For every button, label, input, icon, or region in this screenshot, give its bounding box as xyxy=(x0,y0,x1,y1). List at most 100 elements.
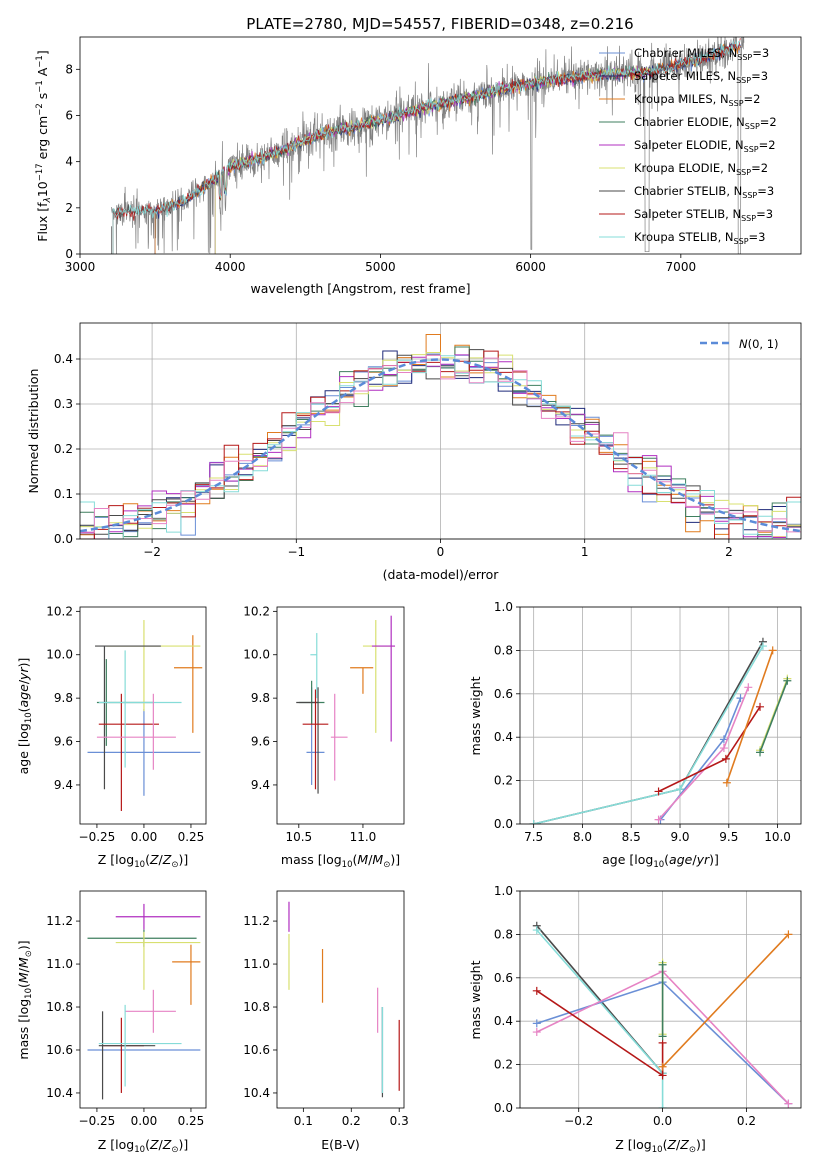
y-tick-label: 10.6 xyxy=(46,1043,73,1057)
marker-plus xyxy=(532,986,541,995)
errorbar-kroupa-stelib xyxy=(98,1004,182,1087)
axes-weight_vs_Z: −0.2 0.0 0.2 0.0 0.2 0.4 0.6 0.8 1.0 Z [log10(Z/Z… xyxy=(468,884,802,1155)
x-tick-label: 0.1 xyxy=(294,1114,313,1128)
errorbar-salpeter-stelib xyxy=(102,1017,144,1093)
model-salpeter-stelib xyxy=(112,38,741,254)
y-tick-label: 1.0 xyxy=(494,600,513,614)
marker-plus xyxy=(658,960,667,969)
legend-item: Chabrier STELIB, NSSP=3 xyxy=(599,184,774,200)
legend-item: Chabrier ELODIE, NSSP=2 xyxy=(599,115,777,131)
errorbar-salpeter-stelib xyxy=(302,689,329,790)
weight-line-kroupa-miles xyxy=(722,646,777,787)
model-kroupa-elodie xyxy=(214,65,651,254)
model-salpeter-elodie xyxy=(214,65,651,254)
x-tick-label: 7.5 xyxy=(524,830,543,844)
errorbar-kroupa-elodie xyxy=(362,620,396,733)
marker-plus xyxy=(719,744,728,753)
legend-label: Kroupa ELODIE, NSSP=2 xyxy=(634,161,768,177)
y-tick-label: 0.8 xyxy=(494,927,513,941)
x-axis-label: Z [log10(Z/Z⊙)] xyxy=(98,1137,188,1155)
axes-age_vs_Z: −0.25 0.00 0.25 9.4 9.6 9.8 10.0 10.2 Z [log10(Z… xyxy=(16,604,207,870)
plot-area xyxy=(288,901,400,1098)
weight-line-kroupa-miles xyxy=(658,930,793,1071)
y-tick-label: 0.4 xyxy=(494,1014,513,1028)
x-tick-label: −0.25 xyxy=(79,830,116,844)
x-axis-label: Z [log10(Z/Z⊙)] xyxy=(615,1137,705,1155)
x-tick-label: −2 xyxy=(143,545,161,559)
y-tick-label: 9.8 xyxy=(54,691,73,705)
x-tick-label: 0.25 xyxy=(178,1114,205,1128)
line xyxy=(759,680,789,753)
line xyxy=(726,650,774,784)
x-tick-label: 3000 xyxy=(65,260,96,274)
legend-label: Salpeter STELIB, NSSP=3 xyxy=(634,207,773,223)
x-tick-label: 0.0 xyxy=(653,1114,672,1128)
weight-line-kroupa-elodie-pink xyxy=(654,683,753,824)
axes-residuals: −2 −1 0 1 2 0.0 0.1 0.2 0.3 0.4 N(0, 1) (data-model… xyxy=(26,322,802,582)
y-tick-label: 10.2 xyxy=(243,604,270,618)
hist-kroupa-elodie-pink xyxy=(80,354,801,534)
x-tick-label: 5000 xyxy=(365,260,396,274)
x-tick-label: 8.5 xyxy=(622,830,641,844)
legend-item: Kroupa STELIB, NSSP=3 xyxy=(599,230,765,246)
y-tick-label: 0.8 xyxy=(494,643,513,657)
errorbar-kroupa-miles xyxy=(350,667,374,694)
axes-frame xyxy=(276,606,405,825)
x-tick-label: −0.2 xyxy=(564,1114,593,1128)
legend-label: Salpeter MILES, NSSP=3 xyxy=(634,69,768,85)
weight-line-chabrier-miles xyxy=(656,694,745,824)
weight-line-chabrier-elodie xyxy=(658,960,667,1041)
figure-title: PLATE=2780, MJD=54557, FIBERID=0348, z=0… xyxy=(246,15,633,33)
x-tick-label: 8.0 xyxy=(573,830,592,844)
y-axis-label: Flux [fλ10−17 erg cm−2 s−1 A−1] xyxy=(35,50,53,241)
legend-label: Salpeter ELODIE, NSSP=2 xyxy=(634,138,776,154)
marker-plus xyxy=(529,820,538,824)
y-axis-label: Normed distribution xyxy=(26,369,41,494)
y-tick-label: 10.8 xyxy=(243,1000,270,1014)
y-tick-label: 0.3 xyxy=(54,397,73,411)
plot-area xyxy=(80,334,801,539)
marker-plus xyxy=(758,642,767,651)
x-tick-label: 0.3 xyxy=(390,1114,409,1128)
y-tick-label: 10.4 xyxy=(243,1086,270,1100)
line xyxy=(536,929,664,1108)
y-tick-label: 0 xyxy=(65,247,73,261)
x-tick-label: 10.5 xyxy=(285,830,312,844)
plot-area xyxy=(529,637,792,824)
weight-line-chabrier-stelib xyxy=(529,637,767,824)
axes-mass_vs_ebv: 0.1 0.2 0.3 10.4 10.6 10.8 11.0 11.2 E(B-V) xyxy=(243,890,409,1152)
x-tick-label: 2 xyxy=(725,545,733,559)
y-tick-label: 0.2 xyxy=(494,774,513,788)
x-axis-label: mass [log10(M/M⊙)] xyxy=(281,852,400,870)
errorbar-chabrier-stelib xyxy=(95,645,161,790)
y-tick-label: 0.4 xyxy=(54,352,73,366)
legend-label: Chabrier ELODIE, NSSP=2 xyxy=(634,115,777,131)
weight-line-kroupa-stelib xyxy=(532,926,667,1108)
marker-plus xyxy=(756,702,765,711)
gaussian-curve xyxy=(80,358,801,533)
marker-plus xyxy=(721,754,730,763)
marker-plus xyxy=(783,676,792,685)
y-tick-label: 0.2 xyxy=(54,442,73,456)
x-axis-label: age [log10(age/yr)] xyxy=(602,852,719,870)
errorbar-kroupa-miles xyxy=(174,635,203,733)
y-axis-label: age [log10(age/yr)] xyxy=(16,658,34,775)
y-tick-label: 0.0 xyxy=(54,532,73,546)
axes-frame xyxy=(79,606,207,825)
errorbar-kroupa-elodie-pink xyxy=(125,989,176,1033)
weight-line-salpeter-stelib xyxy=(532,986,667,1080)
legend-label: Kroupa MILES, NSSP=2 xyxy=(634,92,760,108)
x-tick-label: 1 xyxy=(581,545,589,559)
legend-label: Kroupa STELIB, NSSP=3 xyxy=(634,230,765,246)
y-tick-label: 0.4 xyxy=(494,730,513,744)
marker-plus xyxy=(658,1071,667,1080)
x-tick-label: 11.0 xyxy=(350,830,377,844)
legend-item: Salpeter ELODIE, NSSP=2 xyxy=(599,138,776,154)
x-tick-label: 9.5 xyxy=(719,830,738,844)
y-tick-label: 1.0 xyxy=(494,884,513,898)
legend-label: Chabrier MILES, NSSP=3 xyxy=(634,46,769,62)
y-tick-label: 10.6 xyxy=(243,1043,270,1057)
weight-line-kroupa-stelib xyxy=(529,642,767,824)
y-tick-label: 0.2 xyxy=(494,1058,513,1072)
legend-item: Kroupa MILES, NSSP=2 xyxy=(599,92,760,108)
